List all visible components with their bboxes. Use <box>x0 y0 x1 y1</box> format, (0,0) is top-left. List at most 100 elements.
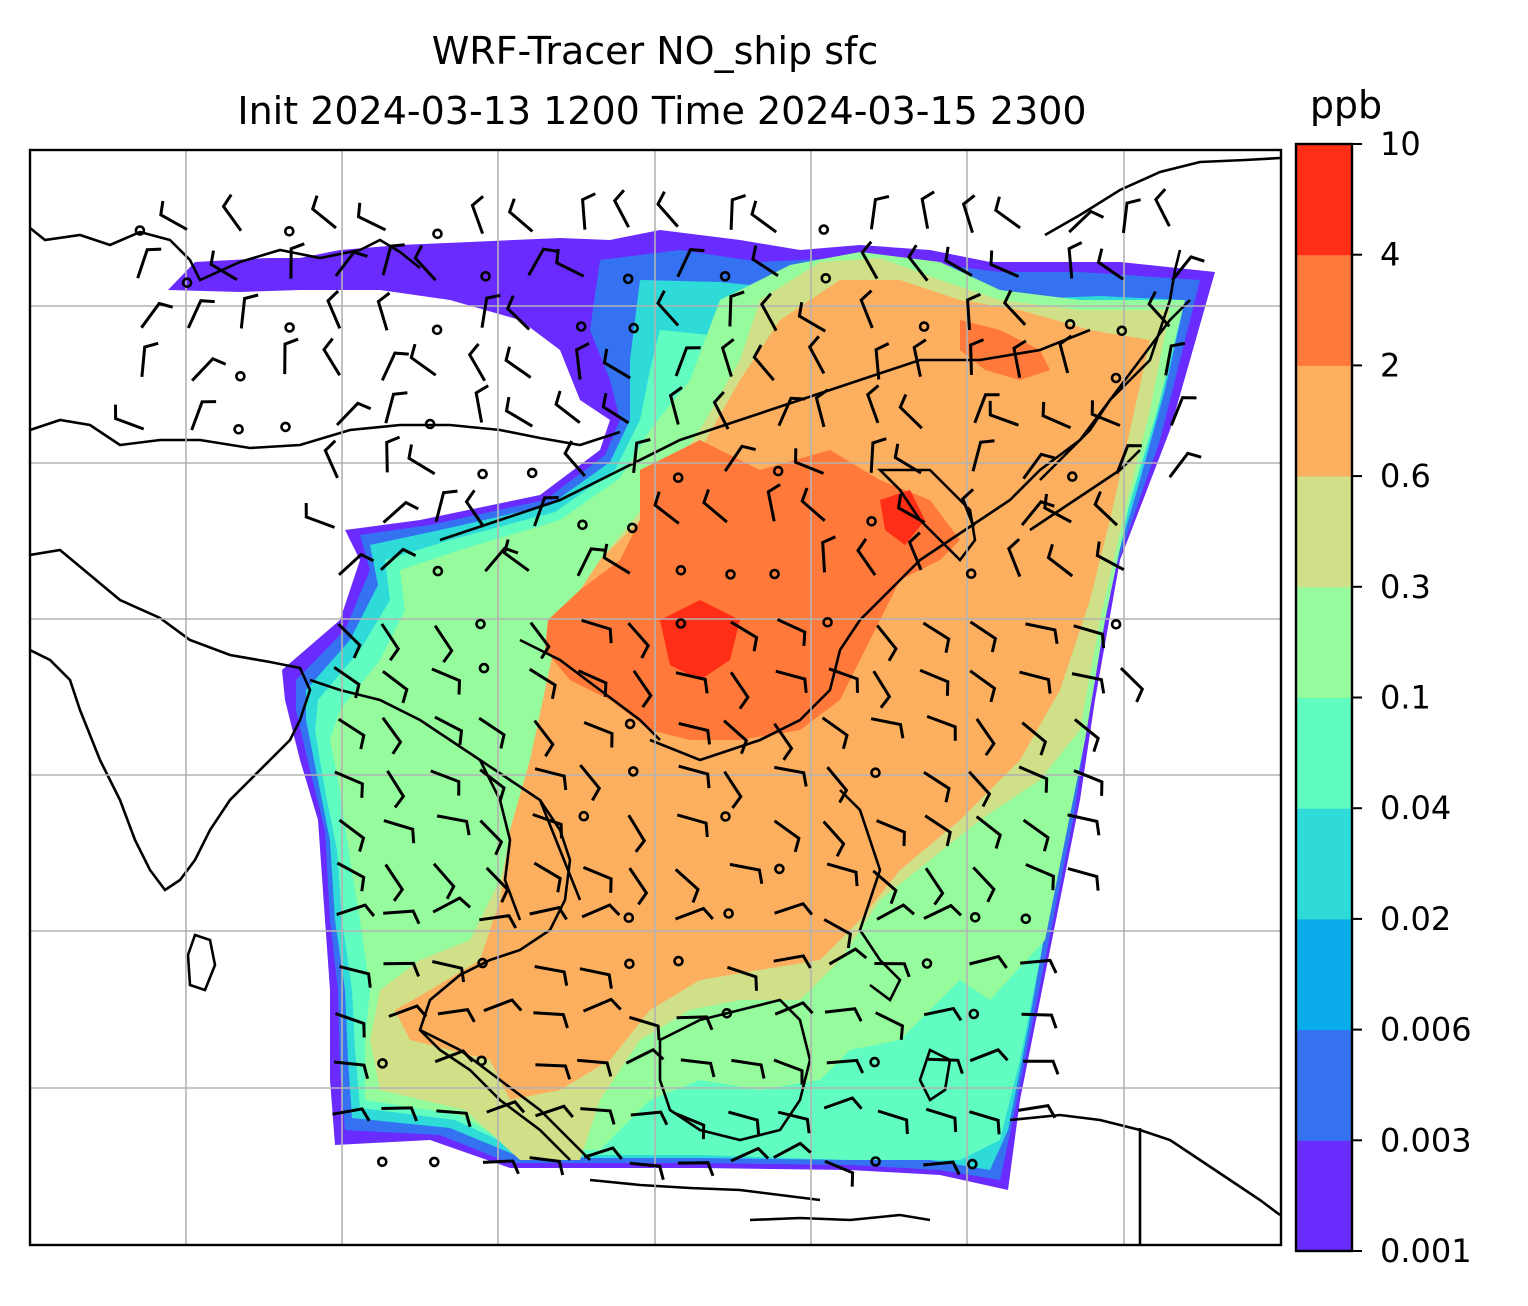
wind-barb <box>1023 1059 1060 1075</box>
calm-circle <box>478 662 490 674</box>
wind-barb <box>674 906 714 921</box>
colorbar-segment <box>1296 1029 1352 1141</box>
wind-barb <box>380 623 401 662</box>
wind-barb <box>625 1047 665 1065</box>
coastline-india <box>30 548 312 892</box>
wind-barb <box>961 194 976 234</box>
wind-barb <box>337 717 366 750</box>
wind-barb <box>752 344 775 382</box>
wind-barb <box>381 670 409 704</box>
wind-barb <box>822 820 846 857</box>
wind-barb <box>384 391 408 424</box>
field-redorange-region <box>545 440 960 740</box>
wind-barb <box>1043 493 1072 524</box>
wind-barb <box>723 719 749 755</box>
wind-barb <box>826 862 859 887</box>
map-panel <box>30 150 1281 1245</box>
colorbar-tick-label: 0.6 <box>1380 457 1431 495</box>
calm-circle <box>869 1056 880 1068</box>
gridlines <box>30 150 1281 1245</box>
calm-circle <box>475 618 486 630</box>
colorbar-ticks: 0.001 0.003 0.006 0.02 0.04 0.1 0.3 0.6 2 4 10 <box>1352 125 1472 1270</box>
calm-circle <box>719 270 731 282</box>
wind-barbs <box>114 188 1205 1187</box>
wind-barb <box>333 666 361 699</box>
calm-circle <box>774 863 785 875</box>
calm-circle <box>1116 325 1128 337</box>
wind-barb <box>675 1112 706 1140</box>
calm-circle <box>480 270 491 282</box>
wind-barb <box>874 342 890 380</box>
wind-barb <box>577 669 608 697</box>
calm-wind-circles <box>134 224 1128 1170</box>
wind-barb <box>1021 1012 1058 1029</box>
wind-barb <box>823 1096 863 1110</box>
wind-barb <box>944 246 973 277</box>
wind-barb <box>1171 255 1205 282</box>
wind-barb <box>434 489 458 523</box>
colorbar-segment <box>1296 476 1352 588</box>
wind-barb <box>356 202 387 232</box>
wind-barb <box>969 954 1008 969</box>
wind-barb <box>677 1161 715 1177</box>
wind-barb <box>969 338 985 375</box>
wind-barb <box>1041 401 1072 430</box>
wind-barb <box>334 250 368 277</box>
calm-circle <box>720 811 731 822</box>
wind-barb <box>668 386 683 425</box>
calm-circle <box>818 224 830 235</box>
wind-barb <box>627 622 651 659</box>
wind-barb <box>826 766 849 804</box>
calm-circle <box>968 1008 980 1020</box>
wind-barb <box>1153 188 1171 227</box>
wind-barb <box>533 496 559 527</box>
wind-barb <box>577 1058 613 1077</box>
wind-barb <box>628 1015 661 1041</box>
calm-circle <box>377 1058 388 1069</box>
wind-barb <box>379 547 417 571</box>
calm-circle <box>283 226 295 237</box>
calm-circle <box>526 467 538 479</box>
wind-barb <box>602 543 631 575</box>
colorbar-tick-label: 0.006 <box>1380 1011 1472 1049</box>
wind-barb <box>504 346 532 379</box>
calm-circle <box>628 322 640 334</box>
wind-barb <box>772 1141 812 1159</box>
coastline-northeast <box>1044 156 1281 237</box>
wind-barb <box>923 1006 963 1022</box>
calm-circle <box>623 912 635 924</box>
wind-barb <box>972 866 996 903</box>
calm-circle <box>181 277 193 289</box>
wind-barb <box>723 444 756 472</box>
wind-barb <box>966 292 982 330</box>
wind-barb <box>507 198 534 233</box>
calm-circle <box>723 908 734 919</box>
wind-barb <box>581 192 596 230</box>
wind-barb <box>971 439 995 472</box>
wind-barb <box>926 714 957 741</box>
wind-barb <box>1002 289 1027 326</box>
wind-barb <box>907 531 923 571</box>
wind-barb <box>674 868 700 904</box>
wind-barb <box>388 1004 428 1018</box>
calm-circle <box>477 957 488 969</box>
wind-barb <box>828 667 859 693</box>
wind-barb <box>283 337 299 375</box>
calm-circle <box>235 370 246 382</box>
wind-barb <box>612 189 630 228</box>
wind-barb <box>186 299 215 329</box>
coastline-sumatra <box>419 1028 591 1161</box>
wind-barb <box>563 440 586 477</box>
wind-barb <box>712 391 730 430</box>
wind-barb <box>310 195 337 230</box>
wind-barb <box>969 1048 1009 1063</box>
calm-circle <box>280 421 291 433</box>
wind-barb <box>773 722 794 761</box>
coastline-sri-lanka <box>186 933 217 992</box>
wind-barb <box>582 866 613 893</box>
wind-barb <box>629 1161 665 1181</box>
map-frame <box>28 148 1283 1247</box>
coastlines <box>30 156 1281 1245</box>
wind-barb <box>775 669 808 694</box>
coastline-indochina <box>309 678 572 1161</box>
